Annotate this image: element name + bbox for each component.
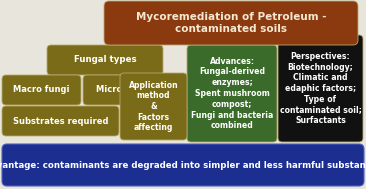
Text: Advantage: contaminants are degraded into simpler and less harmful substances: Advantage: contaminants are degraded int… [0, 160, 366, 170]
Text: Substrates required: Substrates required [13, 116, 108, 125]
FancyBboxPatch shape [2, 144, 364, 186]
FancyBboxPatch shape [2, 75, 81, 105]
Text: Application
method
&
Factors
affecting: Application method & Factors affecting [129, 81, 178, 132]
Text: Micro fungi: Micro fungi [96, 85, 149, 94]
Text: Advances:
Fungal-derived
enzymes;
Spent mushroom
compost;
Fungi and bacteria
com: Advances: Fungal-derived enzymes; Spent … [191, 57, 273, 130]
FancyBboxPatch shape [187, 45, 277, 142]
FancyBboxPatch shape [2, 106, 119, 136]
Text: Mycoremediation of Petroleum -
contaminated soils: Mycoremediation of Petroleum - contamina… [136, 12, 326, 34]
FancyBboxPatch shape [83, 75, 162, 105]
Text: Perspectives:
Biotechnology;
Climatic and
edaphic factors;
Type of
contaminated : Perspectives: Biotechnology; Climatic an… [280, 52, 362, 125]
FancyBboxPatch shape [104, 1, 358, 45]
FancyBboxPatch shape [120, 73, 187, 140]
Text: Fungal types: Fungal types [74, 56, 136, 64]
FancyBboxPatch shape [278, 35, 363, 142]
FancyBboxPatch shape [47, 45, 163, 75]
Text: Macro fungi: Macro fungi [13, 85, 70, 94]
